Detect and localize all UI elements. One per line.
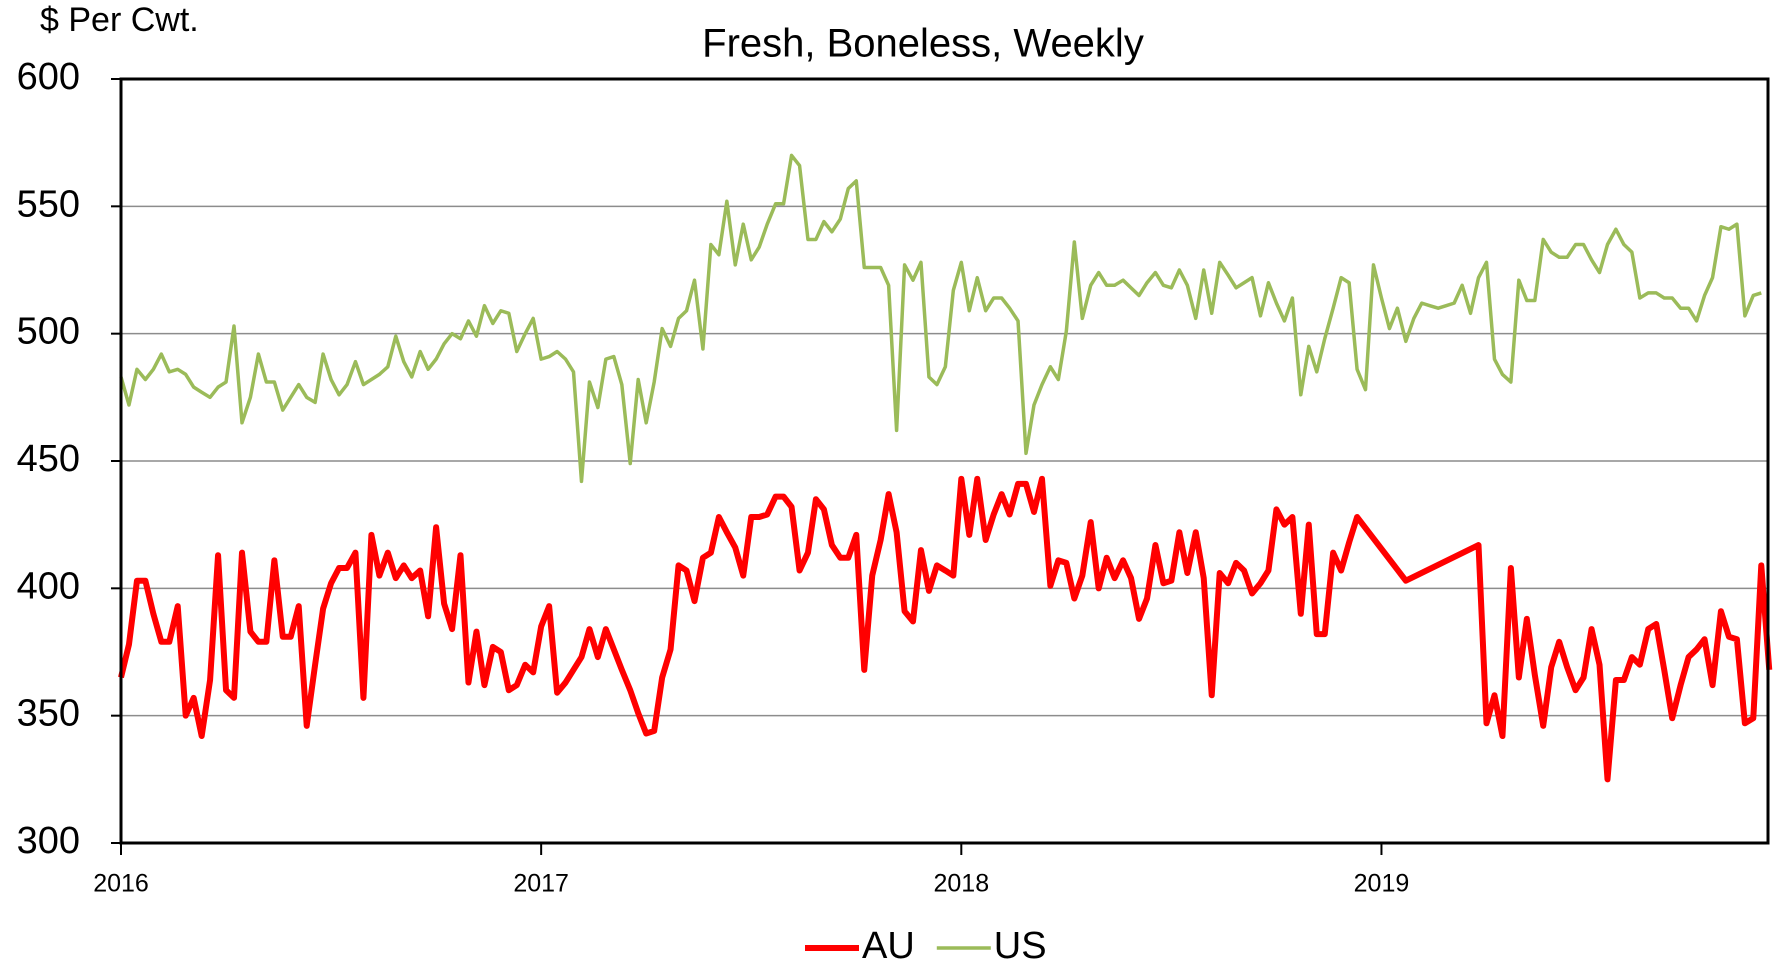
- x-tick-label: 2016: [93, 870, 149, 898]
- y-tick-label: 450: [17, 438, 80, 480]
- y-tick-label: 350: [17, 693, 80, 735]
- y-tick-label: 550: [17, 183, 80, 225]
- y-tick-label: 500: [17, 311, 80, 353]
- y-axis-label: $ Per Cwt.: [40, 1, 199, 39]
- y-tick-label: 600: [17, 56, 80, 98]
- x-tick-label: 2018: [933, 870, 989, 898]
- legend-label: AU: [862, 925, 915, 967]
- plot-border: [119, 77, 1770, 845]
- y-tick-label: 300: [17, 820, 80, 862]
- line-series: [118, 475, 1773, 783]
- legend-label: US: [994, 925, 1047, 967]
- x-tick-label: 2019: [1354, 870, 1410, 898]
- x-tick-label: 2017: [513, 870, 569, 898]
- line-series: [119, 153, 1762, 484]
- chart-title: Fresh, Boneless, Weekly: [702, 22, 1144, 66]
- y-tick-label: 400: [17, 565, 80, 607]
